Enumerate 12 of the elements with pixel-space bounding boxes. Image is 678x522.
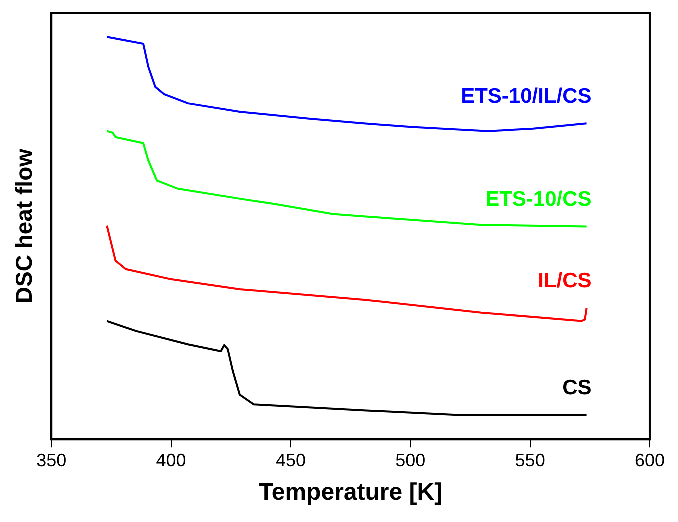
x-tick-label: 450 xyxy=(276,450,306,470)
x-tick-label: 350 xyxy=(36,450,67,470)
y-axis-title: DSC heat flow xyxy=(11,148,38,304)
x-tick-label: 600 xyxy=(634,450,666,470)
series-label: IL/CS xyxy=(538,270,592,293)
x-axis-title: Temperature [K] xyxy=(258,479,443,506)
x-tick-label: 550 xyxy=(515,450,546,470)
x-tick-label: 400 xyxy=(156,450,186,470)
series-label: CS xyxy=(562,376,592,400)
series-label: ETS-10/CS xyxy=(486,188,592,211)
x-tick-label: 500 xyxy=(396,450,426,470)
series-label: ETS-10/IL/CS xyxy=(461,84,592,108)
